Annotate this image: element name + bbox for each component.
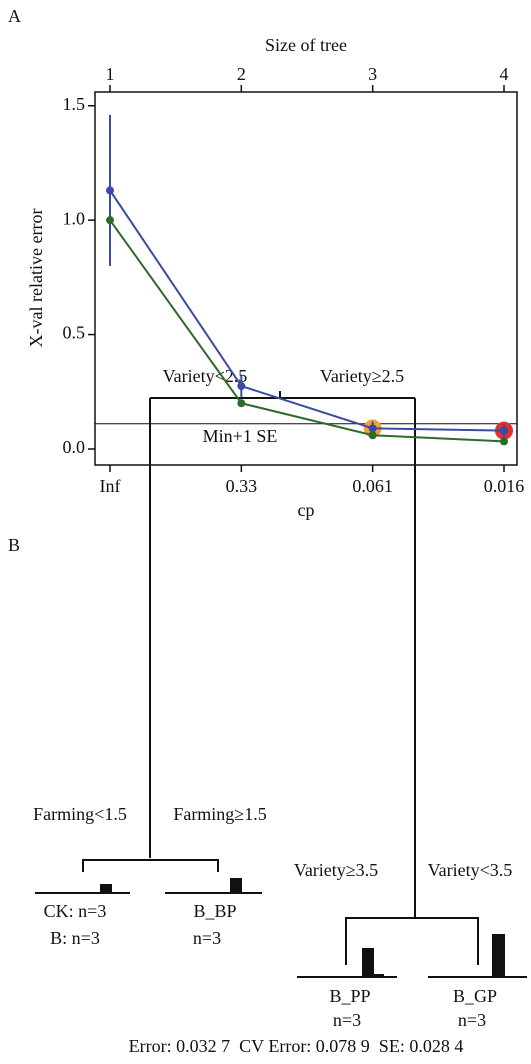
series-point	[368, 431, 377, 440]
y-axis-label: X-val relative error	[26, 209, 46, 348]
split-label: Farming<1.5	[33, 804, 127, 824]
x2-tick-label: 2	[237, 64, 246, 84]
split-label: Variety≥3.5	[294, 860, 378, 880]
y-tick-label: 0.5	[63, 323, 86, 343]
leaf-label: n=3	[458, 1010, 486, 1030]
panel-label: B	[8, 535, 20, 555]
series-line	[109, 219, 505, 443]
split-label: Variety<3.5	[428, 860, 513, 880]
split-label: Farming≥1.5	[173, 804, 266, 824]
y-tick-label: 1.0	[63, 208, 86, 228]
x-tick-label: Inf	[100, 476, 121, 496]
series-point	[237, 399, 246, 408]
x-tick-label: 0.016	[484, 476, 525, 496]
leaf-label: n=3	[193, 928, 221, 948]
leaf-bar	[374, 974, 384, 977]
series-line	[109, 189, 505, 432]
series-point	[106, 186, 114, 195]
x-tick-label: 0.33	[226, 476, 258, 496]
leaf-label: B: n=3	[50, 928, 100, 948]
leaf-label: B_GP	[453, 986, 497, 1006]
threshold-label: Min+1 SE	[203, 426, 278, 446]
series-point	[237, 382, 246, 391]
x2-tick-label: 1	[106, 64, 115, 84]
tree: Variety<2.5 Variety≥2.5 Farming<1.5 Farm…	[33, 366, 527, 1056]
leaf-bar	[230, 878, 242, 893]
tree-footer: Error: 0.032 7 CV Error: 0.078 9 SE: 0.0…	[129, 1036, 464, 1056]
x2-axis-label: Size of tree	[265, 35, 347, 55]
leaf-bar	[362, 948, 374, 977]
plot-frame	[94, 91, 518, 466]
leaf-label: n=3	[333, 1010, 361, 1030]
x-axis-label: cp	[298, 500, 315, 520]
leaf-bar	[492, 934, 505, 977]
series-point	[500, 437, 508, 446]
leaf-baselines	[35, 892, 527, 978]
x2-tick-label: 4	[500, 64, 509, 84]
y-tick-label: 0.0	[63, 437, 86, 457]
y-tick-label: 1.5	[63, 94, 86, 114]
series-point	[106, 216, 114, 225]
tree-edges	[82, 391, 479, 965]
leaf-label: B_BP	[193, 901, 236, 921]
series-point	[368, 424, 377, 433]
split-label: Variety≥2.5	[320, 366, 404, 386]
x2-tick-label: 3	[368, 64, 377, 84]
x-tick-label: 0.061	[352, 476, 393, 496]
leaf-label: B_PP	[329, 986, 370, 1006]
series-point	[500, 426, 508, 435]
leaf-label: CK: n=3	[44, 901, 107, 921]
panel-label: A	[8, 6, 21, 26]
leaf-bar	[100, 884, 112, 893]
